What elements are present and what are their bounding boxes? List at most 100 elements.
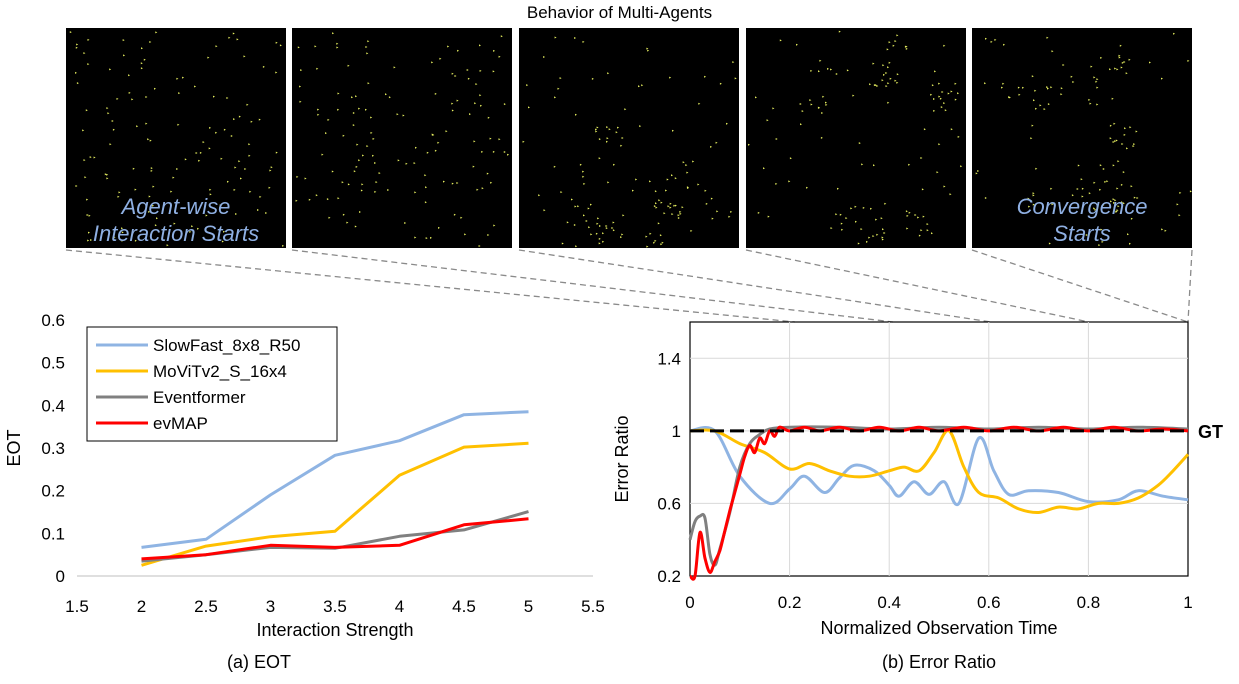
agent-dot [845, 217, 848, 220]
agent-dot [317, 113, 320, 116]
agent-dot [387, 189, 390, 191]
agent-dot [894, 79, 897, 82]
agent-dot [654, 190, 657, 193]
agent-dot [248, 154, 251, 157]
agent-dot [460, 216, 463, 219]
agent-dot [647, 49, 650, 52]
agent-dot [249, 190, 252, 193]
agent-dot [1100, 228, 1103, 231]
agent-dot [493, 224, 496, 227]
agent-dot [1104, 180, 1107, 183]
agent-dot [149, 41, 152, 43]
agent-dot [682, 161, 685, 164]
agent-dot [154, 224, 157, 227]
agent-dot [486, 172, 489, 175]
agent-dot [447, 45, 450, 48]
agent-dot [1189, 190, 1192, 193]
agent-dot [914, 214, 917, 216]
agent-dot [939, 97, 942, 100]
x-tick-label: 2 [137, 597, 146, 616]
agent-dot [87, 38, 90, 41]
agent-dot [1008, 96, 1011, 99]
agent-dot [608, 128, 611, 131]
agent-dot [855, 220, 857, 223]
x-axis-label: Interaction Strength [256, 620, 413, 640]
agent-dot [896, 73, 899, 76]
agent-dot [150, 167, 153, 170]
agent-dot [275, 71, 278, 74]
agent-dot [710, 197, 713, 200]
agent-dot [1051, 203, 1054, 206]
agent-dot [173, 222, 176, 225]
agent-dot [654, 239, 657, 242]
agent-dot [960, 165, 963, 168]
agent-dot [451, 109, 454, 112]
agent-dot [487, 116, 490, 119]
agent-dot [145, 122, 148, 125]
agent-dot [1032, 203, 1035, 206]
agent-dot [672, 129, 674, 132]
agent-dot [1001, 86, 1004, 89]
agent-dot [87, 63, 90, 66]
agent-dot [155, 31, 158, 34]
agent-dot [451, 102, 454, 105]
agent-dot [493, 49, 496, 52]
agent-dot [938, 143, 941, 146]
y-tick-label: 0.2 [657, 567, 681, 586]
agent-dot [905, 210, 908, 213]
agent-dot [413, 162, 416, 165]
agent-dot [1003, 43, 1006, 46]
agent-dot [690, 229, 693, 232]
agent-dot [1106, 180, 1109, 183]
agent-dot [234, 166, 237, 169]
y-tick-label: 0.3 [41, 439, 65, 458]
agent-dot [821, 112, 824, 114]
agent-dot [926, 223, 929, 226]
agent-dot [304, 177, 307, 180]
agent-dot [104, 173, 107, 176]
agent-dot [566, 221, 569, 224]
agent-dot [219, 204, 222, 207]
agent-dot [425, 186, 428, 189]
agent-dot [257, 209, 259, 211]
agent-dot [209, 188, 212, 191]
agent-dot [235, 213, 238, 215]
agent-dot [985, 37, 987, 40]
agent-dot [1129, 126, 1132, 129]
agent-dot [492, 150, 495, 153]
agent-dot [543, 56, 546, 58]
agent-dot [228, 36, 231, 39]
agent-dot [437, 141, 440, 144]
agent-dot [839, 213, 842, 216]
agent-dot [279, 44, 282, 47]
agent-dots [748, 30, 963, 245]
agent-dot [615, 131, 618, 134]
agent-dot [326, 198, 329, 201]
agent-dot [646, 245, 649, 248]
agent-dot [646, 47, 649, 50]
agent-dot [76, 82, 79, 85]
agent-dot [666, 178, 669, 181]
agent-dot [671, 174, 673, 177]
agent-dot [75, 46, 78, 49]
agent-dot [598, 242, 601, 245]
agent-dot [69, 31, 72, 34]
agent-dot [365, 108, 367, 111]
agent-dot [590, 233, 593, 236]
agent-dot [1116, 68, 1119, 71]
agent-dot [858, 142, 861, 145]
agent-dot [766, 119, 769, 122]
agent-dots [975, 32, 1192, 247]
agent-dot [388, 96, 391, 99]
agent-dot [109, 143, 112, 146]
agent-dot [1112, 164, 1115, 167]
agent-dot [268, 186, 271, 189]
agent-dot [258, 118, 261, 121]
zoom-connectors [65, 249, 1193, 323]
agent-dot [396, 113, 399, 116]
y-axis-label: EOT [4, 429, 24, 466]
y-tick-label: 0.4 [41, 396, 65, 415]
agent-dot [673, 204, 676, 207]
agent-dot [194, 85, 197, 88]
agent-dot [472, 165, 475, 168]
